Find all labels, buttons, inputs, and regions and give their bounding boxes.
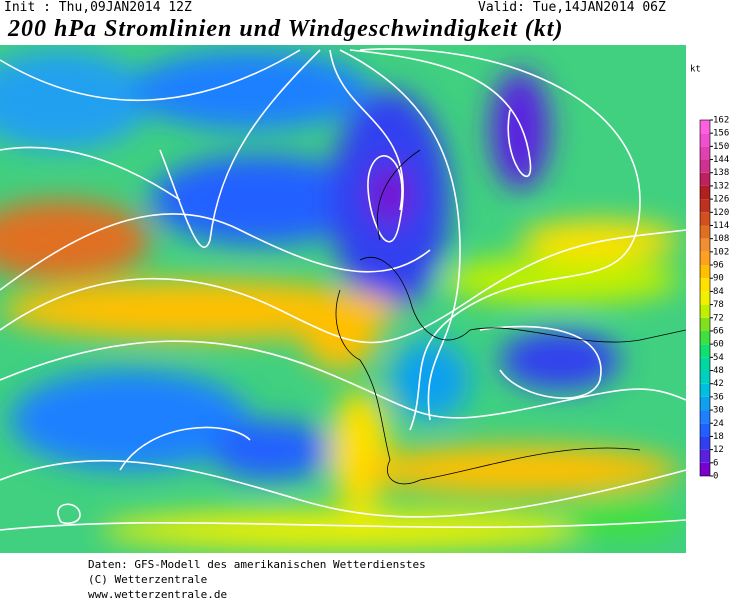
colorbar-tick-label: 84 — [713, 287, 724, 297]
colorbar-segment — [700, 133, 710, 147]
colorbar-segment — [700, 172, 710, 186]
colorbar-tick-label: 162 — [713, 116, 729, 126]
colorbar-tick-label: 132 — [713, 181, 729, 191]
colorbar-tick-label: 120 — [713, 208, 729, 218]
colorbar-segment — [700, 199, 710, 213]
wind-field — [0, 45, 686, 553]
colorbar-tick-label: 90 — [713, 274, 724, 284]
streamlines — [0, 48, 686, 531]
colorbar-tick-label: 144 — [713, 155, 729, 165]
colorbar-tick-label: 0 — [713, 472, 718, 482]
colorbar-tick-label: 108 — [713, 234, 729, 244]
footer-line: www.wetterzentrale.de — [88, 588, 228, 600]
colorbar-tick-label: 156 — [713, 129, 729, 139]
colorbar-tick-label: 138 — [713, 168, 729, 178]
colorbar-tick-label: 24 — [713, 419, 724, 429]
colorbar-segment — [700, 344, 710, 358]
colorbar-segment — [700, 410, 710, 424]
colorbar-segment — [700, 212, 710, 226]
colorbar-segment — [700, 225, 710, 239]
colorbar-tick-label: 18 — [713, 432, 724, 442]
colorbar-tick-label: 72 — [713, 313, 724, 323]
colorbar-segment — [700, 146, 710, 160]
colorbar-segment — [700, 317, 710, 331]
colorbar-tick-label: 30 — [713, 406, 724, 416]
colorbar-tick-label: 102 — [713, 247, 729, 257]
colorbar-segment — [700, 423, 710, 437]
colorbar-segment — [700, 436, 710, 450]
colorbar-tick-label: 126 — [713, 195, 729, 205]
colorbar-segment — [700, 278, 710, 292]
colorbar-tick-label: 36 — [713, 392, 724, 402]
map-title: 200 hPa Stromlinien und Windgeschwindigk… — [8, 16, 564, 42]
colorbar-segment — [700, 251, 710, 266]
colorbar-segment — [700, 120, 710, 134]
colorbar-segment — [700, 357, 710, 371]
colorbar-segment — [700, 304, 710, 318]
colorbar-tick-label: 42 — [713, 379, 724, 389]
colorbar-frame — [699, 119, 711, 477]
colorbar-unit: kt — [690, 65, 701, 75]
colorbar-tick-label: 48 — [713, 366, 724, 376]
valid-time: Valid: Tue,14JAN2014 06Z — [478, 0, 666, 15]
colorbar: 0 6 12 18 24 30 36 42 48 54 60 66 72 78 84 90 96 102 108 11… — [699, 116, 729, 482]
colorbar-tick-label: 6 — [713, 458, 718, 468]
colorbar-tick-label: 60 — [713, 340, 724, 350]
colorbar-segment — [700, 185, 710, 200]
colorbar-tick-label: 114 — [713, 221, 729, 231]
colorbar-segment — [700, 159, 710, 173]
colorbar-segment — [700, 238, 710, 252]
colorbar-tick-label: 78 — [713, 300, 724, 310]
colorbar-segment — [700, 462, 710, 476]
colorbar-segment — [700, 265, 710, 279]
colorbar-tick-label: 12 — [713, 445, 724, 455]
init-time: Init : Thu,09JAN2014 12Z — [4, 0, 192, 15]
colorbar-tick-label: 66 — [713, 326, 724, 336]
colorbar-tick-label: 150 — [713, 142, 729, 152]
colorbar-tick-label: 54 — [713, 353, 724, 363]
footer-line: (C) Wetterzentrale — [88, 573, 208, 586]
coastlines — [335, 149, 686, 485]
colorbar-segment — [700, 291, 710, 305]
colorbar-segment — [700, 449, 710, 463]
colorbar-segment — [700, 330, 710, 345]
colorbar-segment — [700, 370, 710, 384]
colorbar-tick-label: 96 — [713, 261, 724, 271]
footer-line: Daten: GFS-Modell des amerikanischen Wet… — [88, 558, 426, 571]
colorbar-segment — [700, 383, 710, 397]
colorbar-segment — [700, 396, 710, 411]
